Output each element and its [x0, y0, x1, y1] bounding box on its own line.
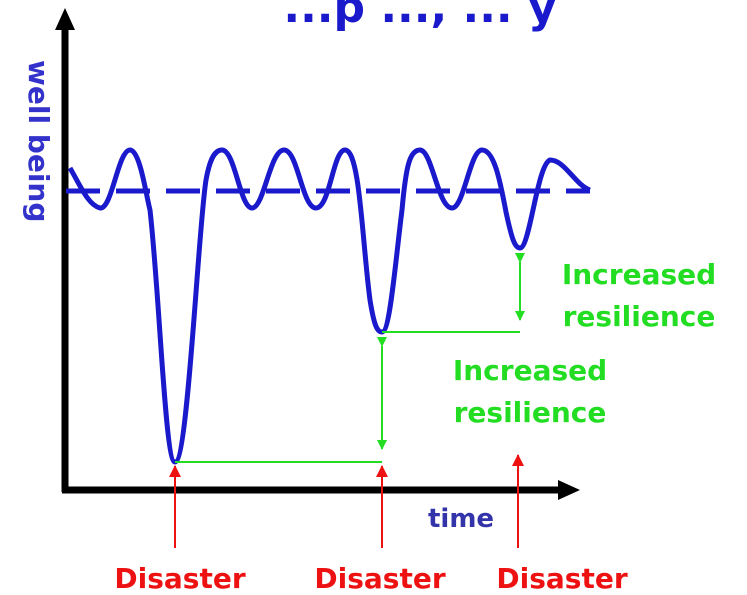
disaster-label-3: Disaster: [496, 562, 627, 595]
resilience-label-2-line2: resilience: [454, 396, 607, 429]
resilience-label-1-line1: Increased: [562, 258, 716, 291]
disaster-label-2: Disaster: [314, 562, 445, 595]
title-fragment: ...p ..., ... y: [283, 0, 556, 33]
x-axis-label: time: [428, 504, 494, 534]
y-axis-arrowhead: [55, 8, 75, 30]
y-axis-label: well being: [22, 60, 55, 222]
resilience-label-1-line2: resilience: [563, 300, 716, 333]
resilience-label-2-line1: Increased: [453, 354, 607, 387]
x-axis-arrowhead: [558, 480, 580, 500]
well-being-curve: [67, 147, 592, 465]
disaster-label-1: Disaster: [114, 562, 245, 595]
